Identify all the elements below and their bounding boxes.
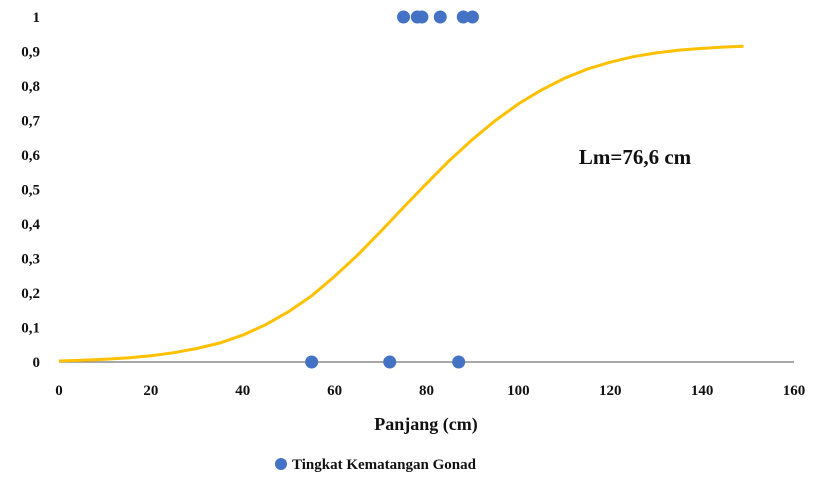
y-tick-label: 0,9 bbox=[21, 45, 40, 61]
y-tick-label: 1 bbox=[33, 10, 41, 26]
data-point bbox=[456, 10, 470, 24]
x-tick-label: 140 bbox=[691, 383, 714, 399]
lm-annotation: Lm=76,6 cm bbox=[579, 145, 692, 169]
data-point bbox=[433, 10, 447, 24]
y-tick-label: 0,7 bbox=[21, 114, 40, 130]
x-axis-title: Panjang (cm) bbox=[374, 414, 477, 435]
x-tick-label: 0 bbox=[55, 383, 63, 399]
x-tick-label: 80 bbox=[419, 383, 434, 399]
data-point bbox=[415, 10, 429, 24]
x-tick-label: 40 bbox=[235, 383, 250, 399]
y-tick-label: 0,6 bbox=[21, 148, 40, 164]
x-tick-label: 20 bbox=[143, 383, 158, 399]
y-tick-label: 0,4 bbox=[21, 217, 40, 233]
x-tick-label: 160 bbox=[783, 383, 806, 399]
y-tick-label: 0,3 bbox=[21, 252, 40, 268]
x-tick-label: 60 bbox=[327, 383, 342, 399]
legend-label: Tingkat Kematangan Gonad bbox=[292, 457, 477, 473]
data-point bbox=[452, 355, 466, 369]
y-tick-label: 0 bbox=[33, 355, 41, 371]
legend-marker bbox=[275, 458, 287, 470]
x-tick-label: 120 bbox=[599, 383, 622, 399]
logistic-curve-line bbox=[58, 44, 744, 363]
x-tick-label: 100 bbox=[507, 383, 530, 399]
y-tick-label: 0,5 bbox=[21, 183, 40, 199]
scatter-points bbox=[305, 10, 479, 369]
legend: Tingkat Kematangan Gonad bbox=[275, 457, 477, 473]
y-tick-label: 0,1 bbox=[21, 321, 40, 337]
y-axis-ticks: 0 0,1 0,2 0,3 0,4 0,5 0,6 0,7 0,8 0,9 1 bbox=[21, 10, 40, 371]
data-point bbox=[397, 10, 411, 24]
data-point bbox=[465, 10, 479, 24]
y-tick-label: 0,8 bbox=[21, 79, 40, 95]
data-point bbox=[383, 355, 397, 369]
data-point bbox=[305, 355, 319, 369]
y-tick-label: 0,2 bbox=[21, 286, 40, 302]
x-axis-ticks: 0 20 40 60 80 100 120 140 160 bbox=[55, 383, 805, 399]
